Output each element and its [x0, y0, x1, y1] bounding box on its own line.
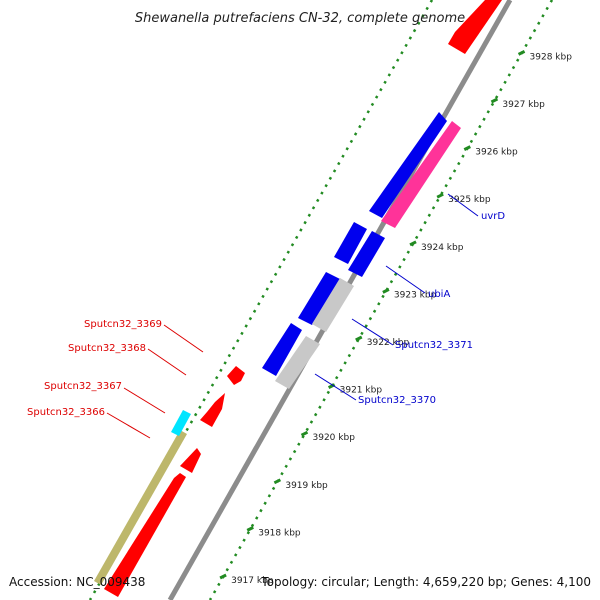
cds-feature-red-3368 — [200, 393, 225, 427]
kbp-tick-mark — [436, 192, 444, 199]
gene-label-sputcn32-3366: Sputcn32_3366 — [27, 407, 105, 418]
map-title: Shewanella putrefaciens CN-32, complete … — [135, 11, 465, 26]
kbp-tick-label: 3927 kbp — [502, 100, 545, 110]
accession-text: Accession: NC_009438 — [9, 575, 145, 589]
leader-ubia — [385, 265, 426, 294]
cds-feature-cyan — [171, 410, 191, 436]
label-leaders — [106, 193, 479, 439]
kbp-tick-mark — [327, 383, 336, 389]
kbp-tick-mark — [273, 478, 282, 485]
gene-label-sputcn32-3369: Sputcn32_3369 — [84, 319, 162, 330]
cds-feature-red-3367 — [180, 448, 201, 473]
kbp-tick-mark — [517, 50, 526, 56]
kbp-scale: 3917 kbp 3918 kbp 3919 kbp 3920 kbp 3921 kbp… — [219, 50, 573, 586]
kbp-tick-label: 3917 kbp — [231, 576, 274, 586]
gene-label-uvrd: uvrD — [481, 211, 505, 222]
kbp-tick-label: 3924 kbp — [421, 243, 464, 253]
gene-label-sputcn32-3371: Sputcn32_3371 — [395, 340, 473, 351]
kbp-tick-label: 3920 kbp — [313, 433, 356, 443]
cds-feature-pink-uvrd — [381, 121, 461, 228]
leader-sputcn32-3366 — [106, 412, 151, 439]
gene-label-sputcn32-3368: Sputcn32_3368 — [68, 343, 146, 354]
kbp-tick-mark — [246, 526, 254, 532]
kbp-tick-label: 3923 kbp — [394, 290, 437, 300]
cds-feature-red-top — [448, 0, 502, 54]
cds-feature-red-3366 — [104, 473, 186, 597]
cds-feature-blue-uvrd — [369, 112, 447, 218]
kbp-tick-label: 3926 kbp — [475, 148, 518, 158]
kbp-tick-mark — [300, 430, 309, 437]
kbp-tick-label: 3918 kbp — [258, 528, 301, 538]
kbp-tick-label: 3921 kbp — [340, 386, 383, 396]
kbp-tick-mark — [219, 573, 227, 580]
kbp-tick-label: 3928 kbp — [530, 52, 573, 62]
leader-uvrd — [447, 193, 479, 217]
kbp-tick-mark — [409, 240, 417, 247]
cds-feature-olive — [94, 430, 187, 585]
kbp-tick-label: 3919 kbp — [285, 481, 328, 491]
kbp-tick-label: 3925 kbp — [448, 195, 491, 205]
cds-feature-blue-3371 — [298, 272, 340, 325]
kbp-tick-mark — [355, 335, 363, 342]
topology-text: Topology: circular; Length: 4,659,220 bp… — [260, 575, 591, 589]
cds-feature-red-3369 — [227, 366, 245, 385]
cds-feature-gray-3371 — [312, 278, 354, 332]
kbp-tick-mark — [382, 288, 390, 294]
leader-sputcn32-3367 — [123, 387, 166, 414]
gene-label-sputcn32-3367: Sputcn32_3367 — [44, 381, 122, 392]
kbp-tick-mark — [490, 97, 499, 104]
leader-sputcn32-3371 — [351, 318, 394, 346]
gene-label-sputcn32-3370: Sputcn32_3370 — [358, 395, 436, 406]
leader-sputcn32-3370 — [314, 373, 357, 401]
cds-feature-blue-ubia — [334, 222, 367, 264]
cds-feature-blue-3370 — [262, 323, 302, 376]
leader-sputcn32-3369 — [163, 324, 204, 353]
cds-feature-blue-ubia-b — [348, 231, 385, 277]
kbp-tick-label: 3922 kbp — [367, 338, 410, 348]
leader-sputcn32-3368 — [147, 348, 187, 376]
cds-feature-gray-3370 — [275, 336, 320, 389]
gene-label-ubia: ubiA — [428, 289, 450, 300]
kbp-tick-mark — [463, 145, 471, 151]
